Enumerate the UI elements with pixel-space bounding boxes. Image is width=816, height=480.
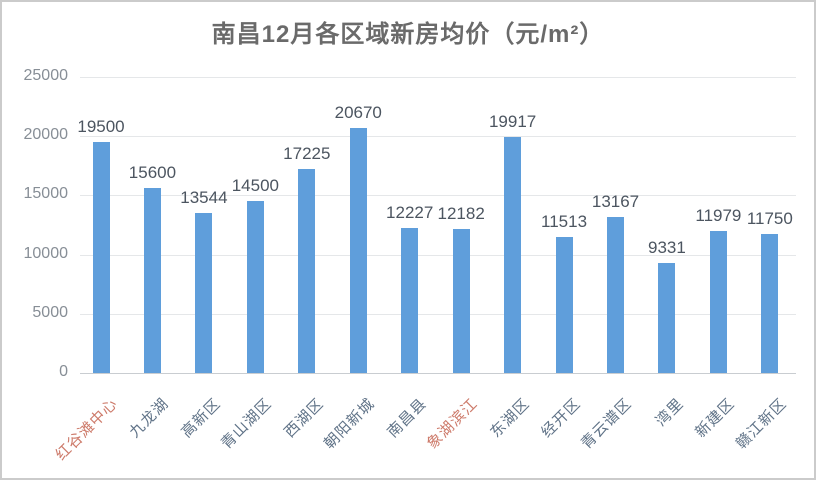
bar bbox=[92, 142, 110, 373]
bar-value-label: 17225 bbox=[283, 144, 331, 164]
gridline bbox=[80, 313, 796, 315]
category-label: 高新区 bbox=[178, 395, 225, 442]
gridline bbox=[80, 373, 796, 374]
bar bbox=[504, 137, 522, 373]
bar-value-label: 12182 bbox=[437, 203, 485, 223]
bar bbox=[143, 188, 161, 373]
bar-value-label: 9331 bbox=[648, 237, 686, 257]
y-axis-tick-label: 25000 bbox=[23, 67, 69, 84]
bar-value-label: 13544 bbox=[180, 187, 228, 207]
category-label: 南昌县 bbox=[383, 395, 430, 442]
bar-value-label: 11750 bbox=[746, 208, 793, 228]
bar bbox=[401, 228, 419, 373]
bar bbox=[195, 212, 213, 373]
category-label: 东湖区 bbox=[486, 395, 533, 442]
bar bbox=[298, 169, 316, 373]
bar-value-label: 11979 bbox=[695, 206, 742, 226]
category-label: 红谷滩中心 bbox=[52, 395, 122, 464]
bar-value-label: 20670 bbox=[334, 103, 382, 123]
bar-value-label: 19917 bbox=[488, 112, 537, 132]
category-label: 九龙湖 bbox=[126, 395, 173, 442]
bar-value-label: 14500 bbox=[231, 176, 279, 196]
category-label: 新建区 bbox=[692, 395, 739, 442]
gridline bbox=[80, 195, 796, 197]
bar-value-label: 19500 bbox=[77, 117, 125, 137]
bar bbox=[761, 233, 779, 373]
bar bbox=[452, 228, 470, 373]
y-axis-tick-label: 20000 bbox=[23, 126, 69, 144]
gridline bbox=[80, 77, 796, 78]
y-axis-tick-label: 5000 bbox=[32, 303, 68, 321]
category-label: 西湖区 bbox=[280, 395, 327, 442]
gridline bbox=[80, 254, 796, 256]
category-label: 青云谱区 bbox=[578, 395, 636, 453]
bar-value-label: 13167 bbox=[591, 192, 640, 212]
bar bbox=[246, 201, 264, 373]
bar-value-label: 12227 bbox=[386, 203, 434, 223]
category-label: 赣江新区 bbox=[732, 395, 790, 453]
bar bbox=[658, 262, 676, 373]
category-label: 象湖滨江 bbox=[423, 395, 482, 453]
y-axis-tick-label: 0 bbox=[59, 363, 68, 380]
category-label: 湾里 bbox=[652, 395, 688, 430]
gridline bbox=[80, 136, 796, 138]
category-label: 青山湖区 bbox=[218, 395, 276, 453]
bar bbox=[607, 217, 624, 373]
bar bbox=[555, 236, 573, 373]
chart-title: 南昌12月各区域新房均价（元/m²） bbox=[211, 21, 605, 48]
bar bbox=[349, 128, 367, 373]
bar bbox=[709, 231, 727, 373]
bar-value-label: 11513 bbox=[541, 211, 588, 231]
category-label: 朝阳新城 bbox=[321, 395, 379, 453]
y-axis-tick-label: 10000 bbox=[23, 244, 69, 262]
y-axis-tick-label: 15000 bbox=[23, 185, 69, 203]
bar-value-label: 15600 bbox=[128, 163, 177, 183]
